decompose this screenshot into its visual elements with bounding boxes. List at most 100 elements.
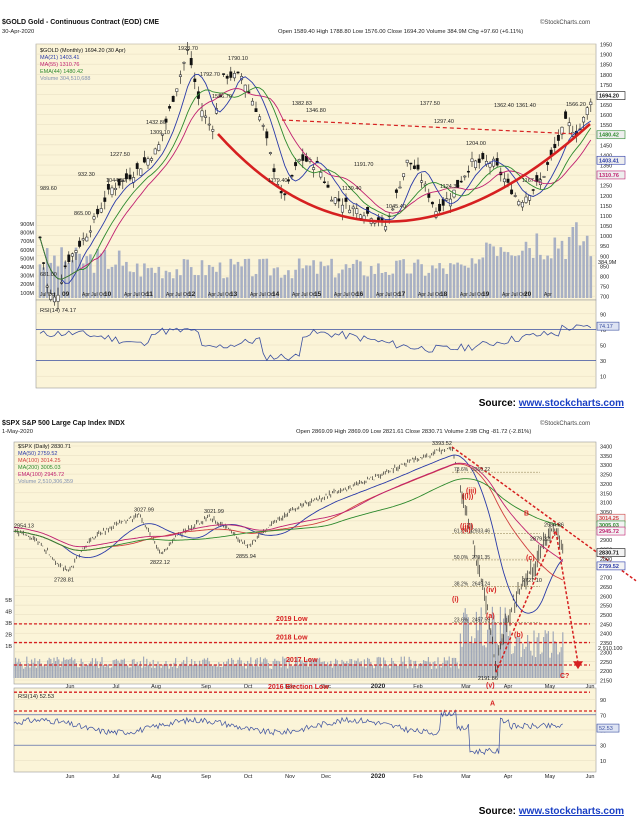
spx-volume-bar [530, 650, 532, 678]
spx-volume-bar [391, 657, 393, 678]
gold-candle-body [556, 135, 560, 141]
gold-volume-bar [161, 278, 164, 298]
spx-volume-axis-label: 5B [5, 598, 12, 604]
spx-volume-bar [183, 660, 185, 678]
spx-volume-bar [440, 667, 442, 678]
spx-volume-bar [352, 664, 354, 678]
spx-fib-label: 78.6% [454, 467, 469, 473]
gold-volume-bar [99, 253, 103, 298]
spx-volume-bar [111, 667, 113, 678]
gold-volume-bar [539, 254, 542, 298]
spx-volume-bar [458, 668, 460, 678]
gold-price-axis-label: 800 [600, 274, 609, 280]
gold-volume-bar [211, 266, 215, 298]
gold-candle-body [560, 126, 564, 135]
spx-volume-bar [159, 666, 161, 678]
spx-volume-bar [24, 667, 26, 678]
gold-candle-body [510, 189, 514, 195]
gold-source-link[interactable]: www.stockcharts.com [518, 398, 624, 409]
gold-volume-bar [341, 269, 344, 298]
spx-volume-bar [280, 667, 282, 678]
spx-volume-bar [51, 663, 53, 678]
spx-price-tag: 3005.03 [599, 523, 619, 529]
gold-volume-bar [423, 275, 427, 298]
spx-legend-item: Volume 2,510,306,359 [18, 479, 73, 485]
spx-volume-bar [373, 668, 375, 678]
spx-volume-bar [347, 663, 349, 678]
spx-price-tag-box [596, 561, 626, 571]
gold-price-annotation: 1227.50 [110, 152, 130, 158]
spx-volume-bar [421, 663, 423, 678]
gold-candle-body [553, 143, 557, 149]
spx-price-axis-label: 2650 [600, 585, 612, 591]
spx-volume-bar [333, 663, 335, 678]
gold-candle-body [312, 167, 316, 170]
spx-volume-bar [74, 658, 76, 678]
spx-volume-bar [45, 666, 47, 678]
spx-rsi-x-axis-label: Oct [244, 774, 253, 780]
gold-x-axis-label: Apr Jul Oct [208, 292, 233, 298]
spx-volume-bar [231, 657, 233, 678]
gold-candle-body [106, 184, 110, 190]
gold-chart-panel: 1950190018501800175017001650160015501500… [0, 14, 642, 396]
gold-volume-bar [567, 236, 571, 298]
spx-volume-bar [43, 664, 45, 678]
gold-x-axis-label: Apr Jul Oct [166, 292, 191, 298]
spx-volume-bar [357, 658, 359, 678]
spx-volume-bar [87, 664, 89, 678]
gold-price-axis-label: 1200 [600, 194, 612, 200]
spx-volume-bar [147, 664, 149, 678]
spx-price-axis-label: 3150 [600, 491, 612, 497]
gold-volume-bar [434, 268, 438, 298]
spx-wave-label: (c) [526, 555, 535, 562]
gold-x-axis-label: 09 [62, 291, 70, 298]
spx-price-annotation: 2879.22 [530, 536, 550, 542]
spx-fib-value: 2649.24 [472, 582, 490, 588]
spx-volume-bar [95, 658, 97, 678]
spx-volume-bar [48, 657, 50, 678]
spx-wave-label: (ii) [462, 527, 471, 534]
gold-price-annotation: 1044.80 [106, 178, 126, 184]
spx-volume-bar [120, 659, 122, 678]
gold-volume-bar [452, 264, 456, 298]
spx-rsi-x-axis-label: Apr [504, 774, 513, 780]
spx-volume-bar [520, 656, 522, 678]
spx-rsi-axis-label: 30 [600, 744, 606, 750]
gold-candle-body [168, 106, 172, 109]
gold-price-annotation: 1792.70 [200, 72, 220, 78]
spx-price-axis-label: 2700 [600, 576, 612, 582]
gold-price-axis-label: 700 [600, 295, 609, 301]
gold-rsi-tag-box [596, 321, 620, 331]
spx-volume-bar [114, 659, 116, 678]
gold-candle-body [229, 71, 233, 78]
spx-volume-bar [39, 659, 41, 678]
gold-candle-body [474, 160, 478, 169]
spx-volume-bar [549, 657, 551, 678]
spx-legend-item: MA(200) 3005.03 [18, 465, 61, 471]
spx-volume-bar [397, 665, 399, 678]
gold-candle-body [319, 171, 323, 178]
gold-candle-body [189, 58, 193, 66]
spx-volume-bar [519, 637, 521, 678]
gold-watermark: ©StockCharts.com [540, 19, 590, 26]
gold-candle-body [157, 144, 161, 151]
spx-source-link[interactable]: www.stockcharts.com [518, 806, 624, 817]
gold-candle-body [146, 158, 150, 166]
spx-volume-bar [291, 666, 293, 678]
spx-wave-label: (i) [452, 596, 459, 603]
gold-candle-body [142, 157, 146, 163]
spx-volume-bar [389, 668, 391, 678]
spx-volume-bar [423, 660, 425, 678]
gold-candle-body [78, 240, 82, 247]
gold-candle-body [351, 206, 355, 210]
gold-candle-body [124, 173, 128, 180]
gold-volume-bar [222, 278, 225, 298]
spx-price-axis-label: 2350 [600, 641, 612, 647]
spx-x-axis-label: Mar [461, 684, 471, 690]
gold-volume-bar [53, 255, 56, 298]
spx-volume-bar [416, 668, 418, 678]
spx-volume-bar [64, 659, 66, 678]
spx-volume-bar [543, 637, 545, 678]
spx-volume-bar [410, 659, 412, 678]
spx-volume-bar [413, 661, 415, 678]
